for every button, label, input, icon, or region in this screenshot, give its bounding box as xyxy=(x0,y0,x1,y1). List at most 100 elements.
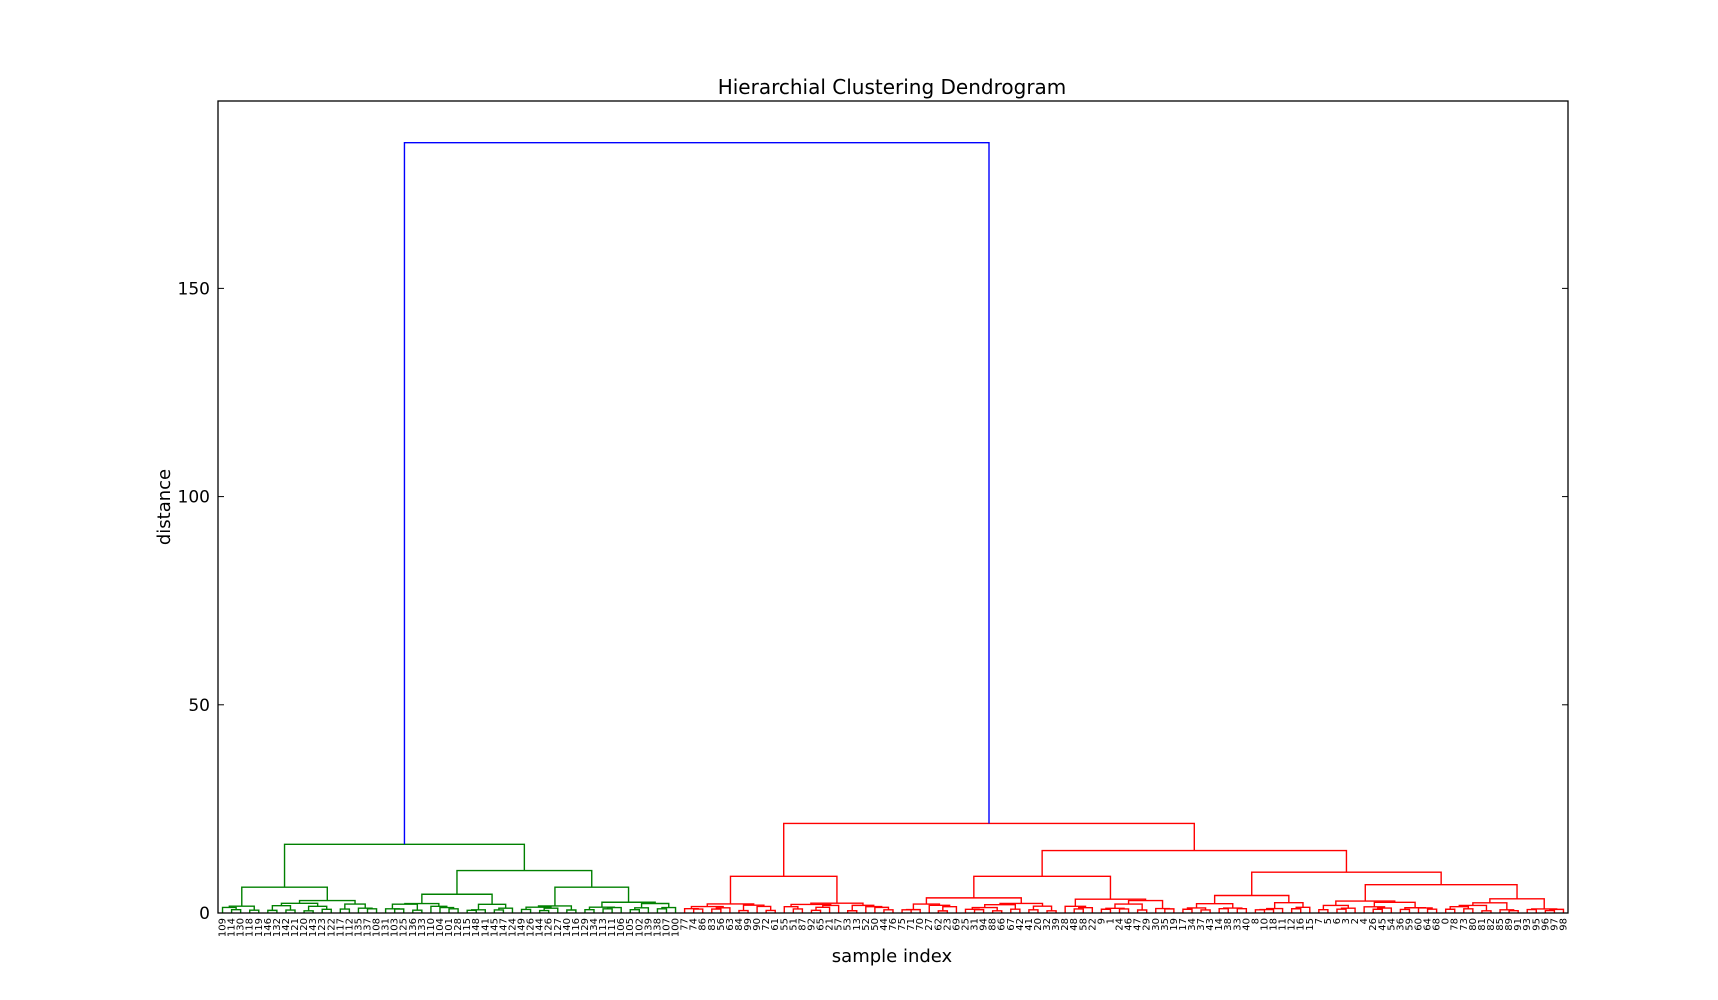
leaf-label: 20 xyxy=(1033,918,1044,931)
leaf-label: 68 xyxy=(1432,918,1443,931)
leaf-label: 99 xyxy=(743,918,754,931)
dendrogram-link xyxy=(366,908,378,913)
leaf-label: 12 xyxy=(1287,918,1298,931)
leaf-label: 28 xyxy=(1060,918,1071,931)
dendrogram-link xyxy=(1404,907,1426,910)
leaf-label: 77 xyxy=(680,918,691,931)
y-tick-label: 150 xyxy=(178,279,210,299)
leaf-label: 101 xyxy=(444,918,455,937)
leaf-label: 4 xyxy=(1359,918,1370,924)
dendrogram-link xyxy=(706,903,755,907)
leaf-label: 31 xyxy=(970,918,981,931)
leaf-label: 141 xyxy=(480,918,491,937)
dendrogram-link xyxy=(1463,908,1474,913)
leaf-label: 58 xyxy=(1078,918,1089,931)
leaf-label: 125 xyxy=(399,918,410,937)
leaf-label: 32 xyxy=(1042,918,1053,931)
leaf-label: 48 xyxy=(1069,918,1080,931)
dendrogram-link xyxy=(230,908,242,913)
leaf-label: 116 xyxy=(571,918,582,937)
leaf-label: 30 xyxy=(1151,918,1162,931)
y-tick-label: 100 xyxy=(178,488,210,508)
y-tick-label: 50 xyxy=(188,696,210,716)
x-axis-label: sample index xyxy=(832,946,953,967)
leaf-label: 10 xyxy=(1259,918,1270,931)
leaf-label: 7 xyxy=(1314,918,1325,924)
leaf-label: 55 xyxy=(779,918,790,931)
leaf-label: 62 xyxy=(933,918,944,931)
leaf-label: 109 xyxy=(218,918,229,937)
leaf-label: 82 xyxy=(1486,918,1497,931)
leaf-label: 119 xyxy=(254,918,265,937)
leaf-label: 71 xyxy=(906,918,917,931)
leaf-label: 96 xyxy=(1540,918,1551,931)
leaf-label: 67 xyxy=(1006,918,1017,931)
leaf-label: 76 xyxy=(888,918,899,931)
axes-layer: 0501001501091141301181191461321421211201… xyxy=(178,279,1570,937)
leaf-label: 143 xyxy=(308,918,319,937)
leaf-label: 6 xyxy=(1332,918,1343,924)
leaf-label: 117 xyxy=(335,918,346,937)
dendrogram-link xyxy=(1335,900,1396,906)
leaf-label: 147 xyxy=(498,918,509,937)
dendrogram-link xyxy=(1426,908,1438,913)
dendrogram-link xyxy=(815,906,831,913)
leaf-label: 133 xyxy=(417,918,428,937)
dendrogram-link xyxy=(822,904,840,913)
leaf-label: 81 xyxy=(1477,918,1488,931)
leaf-label: 103 xyxy=(390,918,401,937)
dendrogram-link xyxy=(715,907,731,913)
leaf-label: 63 xyxy=(725,918,736,931)
dendrogram-link xyxy=(1340,907,1356,913)
dendrogram-link xyxy=(588,906,616,910)
dendrogram-link xyxy=(1531,908,1558,910)
leaf-label: 110 xyxy=(426,918,437,937)
leaf-label: 114 xyxy=(227,918,238,937)
leaf-label: 111 xyxy=(607,918,618,937)
leaf-label: 115 xyxy=(462,918,473,937)
dendrogram-link xyxy=(692,908,704,913)
leaf-label: 46 xyxy=(1124,918,1135,931)
dendrogram-link xyxy=(249,909,260,913)
dendrogram-link xyxy=(1489,898,1545,909)
dendrogram-link xyxy=(925,897,1022,905)
leaf-label: 54 xyxy=(1386,918,1397,931)
dendrogram-link xyxy=(303,910,314,913)
leaf-label: 27 xyxy=(924,918,935,931)
chart-title: Hierarchial Clustering Dendrogram xyxy=(718,75,1067,99)
plot-frame xyxy=(217,100,1569,914)
dendrogram-link xyxy=(1114,903,1143,911)
leaf-label: 15 xyxy=(1305,918,1316,931)
dendrogram-link xyxy=(1213,894,1290,904)
leaf-label: 124 xyxy=(507,918,518,937)
leaf-label: 26 xyxy=(1368,918,1379,931)
leaf-label: 9 xyxy=(1096,918,1107,924)
dendrogram-link xyxy=(729,875,838,904)
dendrogram-link xyxy=(973,875,1112,900)
leaf-label: 72 xyxy=(761,918,772,931)
leaf-label: 3 xyxy=(1341,918,1352,924)
dendrogram-link xyxy=(783,822,1195,877)
dendrogram-link xyxy=(1046,910,1057,913)
leaf-label: 64 xyxy=(1423,918,1434,931)
dendrogram-link xyxy=(683,907,699,913)
leaf-label: 127 xyxy=(553,918,564,937)
leaf-label: 61 xyxy=(770,918,781,931)
leaf-label: 107 xyxy=(661,918,672,937)
leaf-label: 24 xyxy=(1115,918,1126,931)
leaf-label: 135 xyxy=(353,918,364,937)
dendrogram-link xyxy=(466,909,477,913)
leaf-label: 69 xyxy=(951,918,962,931)
dendrogram-link xyxy=(285,909,296,913)
leaf-label: 122 xyxy=(326,918,337,937)
y-axis-label: distance xyxy=(154,469,175,545)
leaf-label: 144 xyxy=(535,918,546,937)
dendrogram-link xyxy=(1544,909,1556,913)
dendrogram-link xyxy=(851,904,875,911)
leaf-label: 95 xyxy=(1531,918,1542,931)
dendrogram-link xyxy=(267,909,278,913)
dendrogram-link xyxy=(566,909,577,913)
plot-layer xyxy=(221,141,1565,913)
leaf-label: 45 xyxy=(1377,918,1388,931)
